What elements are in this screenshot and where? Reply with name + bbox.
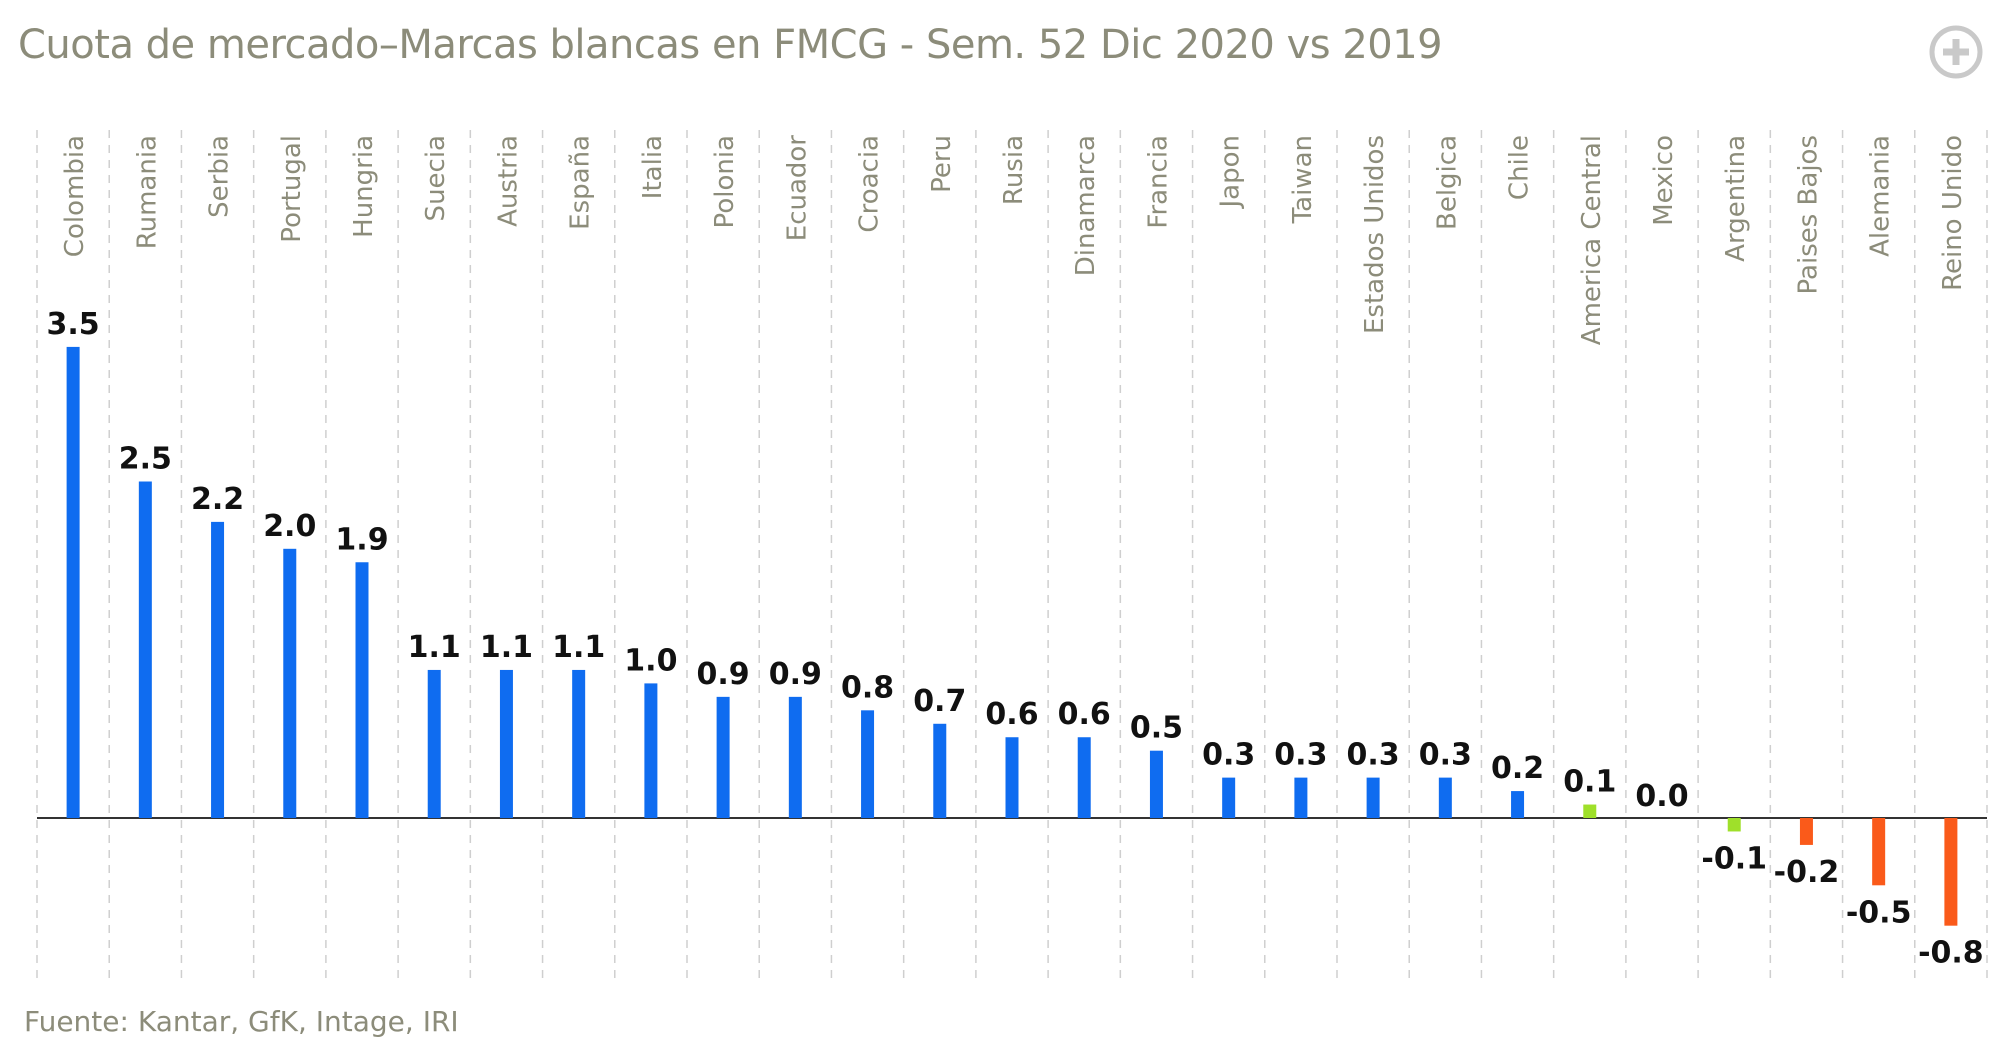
bar bbox=[138, 481, 152, 818]
category-label: Mexico bbox=[1649, 135, 1679, 226]
category-label: España bbox=[566, 135, 596, 230]
category-label: Italia bbox=[638, 135, 668, 199]
value-label: 0.3 bbox=[1274, 738, 1327, 773]
category-label: Polonia bbox=[710, 135, 740, 228]
category-label: Reino Unido bbox=[1938, 135, 1968, 291]
category-label: Dinamarca bbox=[1071, 135, 1101, 276]
category-label: Ecuador bbox=[782, 135, 812, 242]
value-label: 1.1 bbox=[552, 630, 605, 665]
category-label: Alemania bbox=[1866, 135, 1896, 257]
bar bbox=[1366, 777, 1380, 818]
value-label: 0.9 bbox=[769, 657, 822, 692]
category-label: Japon bbox=[1216, 135, 1246, 210]
category-label: Argentina bbox=[1721, 135, 1751, 262]
category-label: Rumania bbox=[132, 135, 162, 249]
category-label: Rusia bbox=[999, 135, 1029, 205]
value-label: 0.6 bbox=[985, 697, 1038, 732]
category-label: Suecia bbox=[421, 135, 451, 221]
chart-title: Cuota de mercado–Marcas blancas en FMCG … bbox=[18, 22, 1443, 68]
bar bbox=[788, 696, 802, 818]
value-label: -0.2 bbox=[1774, 855, 1840, 890]
category-label: Peru bbox=[927, 135, 957, 193]
value-label: 0.3 bbox=[1419, 738, 1472, 773]
bar bbox=[1799, 818, 1813, 845]
bar bbox=[427, 669, 441, 818]
bar bbox=[1005, 737, 1019, 818]
bar bbox=[283, 548, 297, 818]
value-label: 1.0 bbox=[624, 643, 677, 678]
bar bbox=[933, 723, 947, 818]
value-label: 0.1 bbox=[1563, 765, 1616, 800]
value-label: -0.5 bbox=[1846, 895, 1912, 930]
bar bbox=[1944, 818, 1958, 926]
category-label: America Central bbox=[1577, 135, 1607, 345]
value-label: 1.1 bbox=[480, 630, 533, 665]
value-label: -0.8 bbox=[1918, 936, 1984, 971]
value-label: 0.3 bbox=[1347, 738, 1400, 773]
bar bbox=[1149, 750, 1163, 818]
bar bbox=[1727, 818, 1741, 832]
bar bbox=[1294, 777, 1308, 818]
category-label: Croacia bbox=[855, 135, 885, 233]
category-label: Austria bbox=[493, 135, 523, 227]
bar bbox=[644, 683, 658, 818]
category-label: Taiwan bbox=[1288, 135, 1318, 224]
bar bbox=[499, 669, 513, 818]
category-label: Chile bbox=[1505, 135, 1535, 200]
bar bbox=[1438, 777, 1452, 818]
value-label: 1.9 bbox=[335, 522, 388, 557]
expand-button[interactable] bbox=[1928, 24, 1984, 80]
value-label: 3.5 bbox=[47, 307, 100, 342]
value-label: 0.3 bbox=[1202, 738, 1255, 773]
bar bbox=[1583, 804, 1597, 818]
category-label: Belgica bbox=[1432, 135, 1462, 230]
bar bbox=[1511, 791, 1525, 818]
value-label: 2.0 bbox=[263, 509, 316, 544]
source-note: Fuente: Kantar, GfK, Intage, IRI bbox=[24, 1005, 459, 1038]
bar bbox=[716, 696, 730, 818]
bar bbox=[1222, 777, 1236, 818]
category-label: Colombia bbox=[60, 135, 90, 257]
bar bbox=[355, 562, 369, 818]
value-label: 0.8 bbox=[841, 670, 894, 705]
value-label: 0.6 bbox=[1058, 697, 1111, 732]
value-label: 0.9 bbox=[697, 657, 750, 692]
bar bbox=[211, 521, 225, 818]
category-label: Portugal bbox=[277, 135, 307, 243]
value-label: 0.7 bbox=[913, 684, 966, 719]
value-label: -0.1 bbox=[1701, 841, 1767, 876]
category-label: Hungria bbox=[349, 135, 379, 238]
value-label: 1.1 bbox=[408, 630, 461, 665]
bar bbox=[1077, 737, 1091, 818]
bar bbox=[1872, 818, 1886, 886]
category-label: Francia bbox=[1143, 135, 1173, 229]
value-label: 0.2 bbox=[1491, 751, 1544, 786]
plus-circle-icon bbox=[1929, 25, 1983, 79]
bar bbox=[66, 346, 80, 818]
category-label: Estados Unidos bbox=[1360, 135, 1390, 334]
category-label: Paises Bajos bbox=[1793, 135, 1823, 294]
value-label: 0.0 bbox=[1635, 779, 1688, 814]
value-label: 2.5 bbox=[119, 442, 172, 477]
bar bbox=[861, 710, 875, 818]
value-label: 2.2 bbox=[191, 482, 244, 517]
category-label: Serbia bbox=[205, 135, 235, 218]
value-label: 0.5 bbox=[1130, 711, 1183, 746]
bar bbox=[572, 669, 586, 818]
